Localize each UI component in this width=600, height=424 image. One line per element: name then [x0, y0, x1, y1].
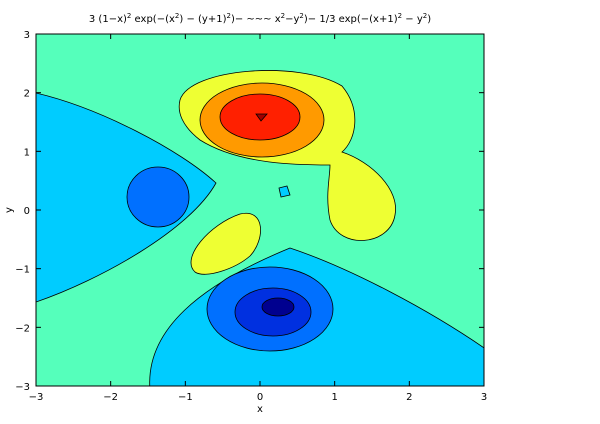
title-text: )− ~~~ x — [231, 14, 281, 25]
title-superscript: 2 — [299, 12, 303, 20]
title-text: − y — [402, 14, 423, 25]
title-text: −y — [285, 14, 299, 25]
contour-region — [255, 113, 268, 122]
title-text: ) — [427, 14, 431, 25]
title-text: )− 1/3 exp(−(x+1) — [304, 14, 398, 25]
title-text: 3 (1−x) — [89, 14, 127, 25]
y-tick-label: −2 — [15, 323, 30, 334]
title-superscript: 2 — [398, 12, 402, 20]
y-tick-label: 2 — [24, 89, 30, 100]
contour-region — [190, 212, 261, 275]
x-tick-label: 3 — [481, 392, 487, 403]
contour-regions — [36, 34, 484, 386]
title-superscript: 2 — [423, 12, 427, 20]
x-tick-label: 2 — [406, 392, 412, 403]
title-superscript: 2 — [127, 12, 131, 20]
y-tick-label: 3 — [24, 30, 30, 41]
x-tick-label: 1 — [331, 392, 337, 403]
x-tick-label: −2 — [103, 392, 118, 403]
y-tick-label: −3 — [15, 382, 30, 393]
x-tick-label: −3 — [29, 392, 44, 403]
x-tick-label: −1 — [178, 392, 193, 403]
y-axis-label: y — [4, 207, 15, 213]
x-axis-label: x — [257, 404, 263, 415]
contour-region — [36, 92, 217, 303]
title-text: ) − (y+1) — [179, 14, 226, 25]
title-superscript: 2 — [281, 12, 285, 20]
y-tick-label: 1 — [24, 147, 30, 158]
y-tick-label: −1 — [15, 265, 30, 276]
x-tick-label: 0 — [257, 392, 263, 403]
title-superscript: 2 — [175, 12, 179, 20]
contour-region — [261, 297, 295, 317]
contour-region — [278, 185, 291, 198]
title-superscript: 2 — [226, 12, 230, 20]
contour-region — [126, 166, 190, 228]
title-text: exp(−(x — [131, 14, 175, 25]
y-tick-label: 0 — [24, 206, 30, 217]
chart-title: 3 (1−x)2 exp(−(x2) − (y+1)2)− ~~~ x2−y2)… — [89, 12, 431, 25]
